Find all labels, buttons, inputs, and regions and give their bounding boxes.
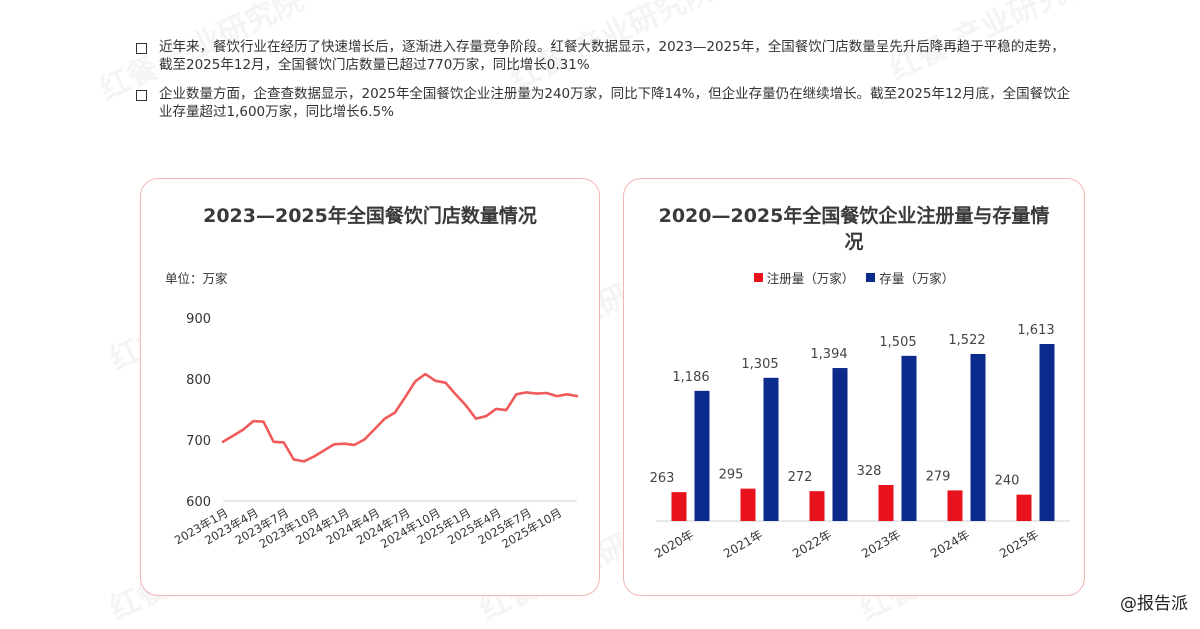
data-point [515,393,518,396]
bullet-text: 企业数量方面，企查查数据显示，2025年全国餐饮企业注册量为240万家，同比下降… [159,86,1071,120]
data-point [373,428,376,430]
data-point [495,408,497,410]
data-label: 1,505 [879,335,916,350]
data-label: 1,394 [810,347,847,362]
enterprise-chart-panel: 2020—2025年全国餐饮企业注册量与存量情况 注册量（万家） 存量（万家） … [623,178,1085,596]
bar-stock [901,355,917,521]
bullet-text: 近年来，餐饮行业在经历了快速增长后，逐渐进入存量竞争阶段。红餐大数据显示，202… [159,39,1065,73]
bullet-item: 近年来，餐饮行业在经历了快速增长后，逐渐进入存量竞争阶段。红餐大数据显示，202… [136,38,1076,74]
data-label: 1,613 [1017,323,1054,338]
data-point [475,417,477,420]
data-label: 295 [719,468,744,483]
data-point [232,434,234,437]
data-point [555,395,558,397]
checkbox-bullet-icon [136,90,147,101]
bar-chart-svg: 263 1,186 2020年 295 1,305 2021年 272 1,394 2022年 3… [650,323,1070,561]
bar-stock [694,390,710,521]
data-point [434,380,437,382]
data-point [444,381,447,384]
x-tick-label: 2021年 [721,527,765,560]
chart-title: 2023—2025年全国餐饮门店数量情况 [203,205,537,227]
data-point [343,442,346,445]
data-point [262,420,265,423]
data-point [333,443,336,446]
data-point [404,396,406,399]
data-point [313,455,315,458]
bullet-item: 企业数量方面，企查查数据显示，2025年全国餐饮企业注册量为240万家，同比下降… [136,85,1076,121]
bar-registrations [740,488,756,521]
bullet-list: 近年来，餐饮行业在经历了快速增长后，逐渐进入存量竞争阶段。红餐大数据显示，202… [136,38,1076,132]
data-point [303,460,305,463]
data-label: 1,522 [948,333,985,348]
data-point [576,395,578,397]
data-label: 272 [788,470,813,485]
bar-stock [970,353,986,521]
series-line-store-count [221,372,579,463]
x-tick-label: 2022年 [790,527,834,560]
y-tick-label: 700 [186,434,211,449]
data-label: 328 [857,464,882,479]
x-tick-label: 2025年 [997,527,1041,560]
legend-swatch [753,273,763,282]
x-tick-label: 2020年 [652,527,696,560]
bar-stock [763,377,779,521]
legend-label: 注册量（万家） [766,271,855,286]
chart-title: 2020—2025年全国餐饮企业注册量与存量情况 [658,205,1050,253]
y-tick-label: 900 [186,312,211,327]
data-point [464,404,467,407]
data-point [272,441,275,443]
data-point [535,392,538,395]
data-point [242,428,245,431]
data-point [424,373,427,375]
bar-registrations [878,485,894,521]
data-point [252,420,255,422]
data-point [566,393,568,396]
data-label: 240 [995,474,1020,489]
chart-legend: 注册量（万家） 存量（万家） [624,268,1084,287]
data-point [525,391,528,394]
legend-item-stock: 存量（万家） [866,268,954,287]
bar-registrations [1016,494,1032,521]
y-tick-label: 800 [186,373,211,388]
data-point [545,392,548,394]
data-label: 279 [926,469,951,484]
data-point [505,409,508,411]
data-point [414,380,416,383]
bar-registrations [947,490,963,521]
data-label: 1,305 [741,357,778,372]
data-point [323,449,325,452]
legend-swatch [866,273,876,282]
data-point [282,441,285,444]
data-label: 263 [650,471,675,486]
data-point [353,444,356,446]
line-chart-svg: 6007008009002023年1月2023年4月2023年7月2023年10… [172,312,579,551]
checkbox-bullet-icon [136,43,147,54]
y-tick-label: 600 [186,495,211,510]
source-watermark: @报告派 [1120,594,1188,614]
unit-label: 单位：万家 [165,271,228,286]
data-point [485,415,487,418]
data-point [293,458,295,461]
x-tick-label: 2023年 [859,527,903,560]
data-point [363,438,366,441]
data-point [454,393,457,396]
data-label: 1,186 [672,370,709,385]
store-count-chart-panel: 2023—2025年全国餐饮门店数量情况 单位：万家 600 700 800 900 2… [140,178,600,596]
legend-item-registrations: 注册量（万家） [753,268,855,287]
data-point [222,441,224,443]
bar-stock [832,368,848,521]
x-tick-label: 2024年 [928,527,972,560]
bar-stock [1039,344,1055,521]
legend-label: 存量（万家） [879,271,955,286]
bar-registrations [671,492,687,521]
bar-registrations [809,491,825,521]
data-point [394,411,396,414]
data-point [384,417,386,420]
